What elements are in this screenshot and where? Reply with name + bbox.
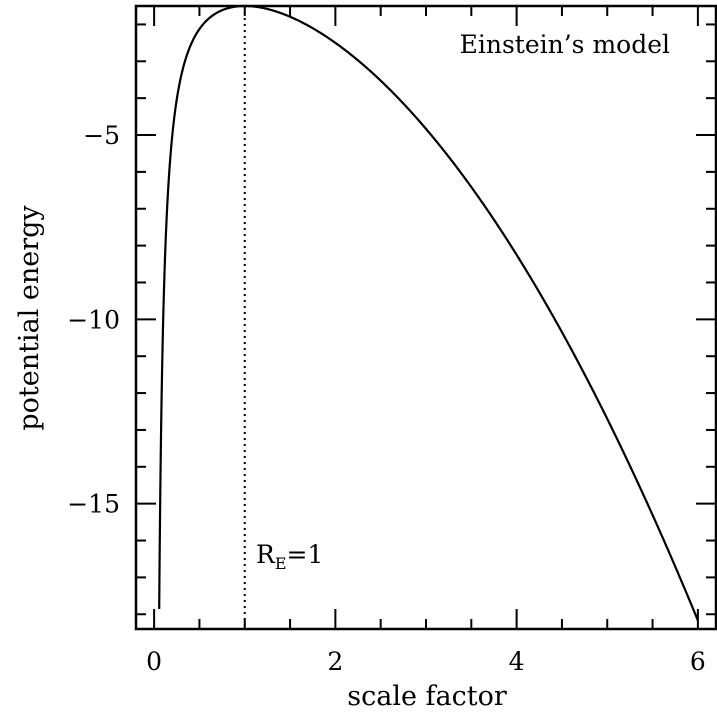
x-tick-label: 4: [509, 647, 525, 676]
reference-label-rest: =1: [287, 540, 324, 569]
reference-line-label: RE=1: [256, 540, 323, 573]
y-tick-label: −5: [83, 121, 120, 150]
potential-curve: [158, 4, 699, 621]
reference-label-sub: E: [275, 554, 287, 573]
reference-label-main: R: [256, 540, 276, 569]
ticks-layer: [136, 6, 716, 629]
x-tick-label: 2: [327, 647, 343, 676]
chart-annotation: Einstein’s model: [460, 30, 670, 59]
y-tick-label: −10: [67, 305, 120, 334]
y-tick-label: −15: [67, 490, 120, 519]
plot-frame: [134, 4, 717, 631]
x-tick-label: 6: [690, 647, 706, 676]
x-tick-label: 0: [146, 647, 162, 676]
x-axis-label: scale factor: [347, 681, 507, 712]
y-axis-label: potential energy: [14, 205, 45, 431]
labels-layer: 0 2 4 6 −5 −10 −15: [67, 121, 706, 676]
